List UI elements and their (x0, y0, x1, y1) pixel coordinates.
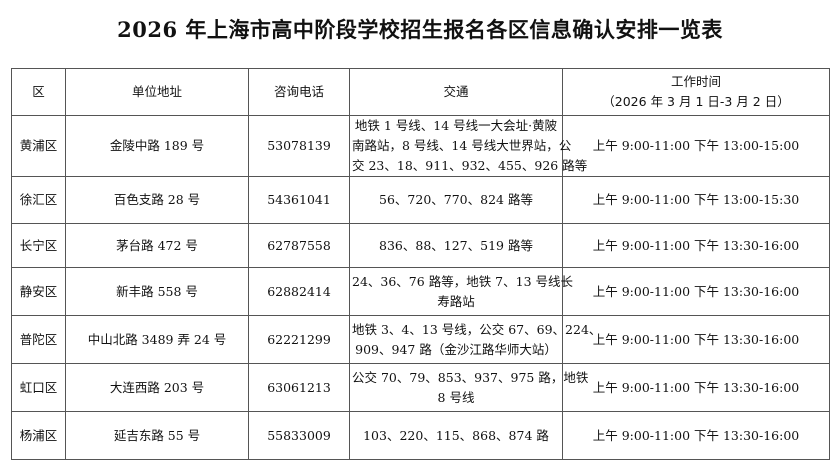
phone-cell: 63061213 (248, 363, 350, 412)
transit-cell: 24、36、76 路等，地铁 7、13 号线长寿路站 (349, 267, 573, 316)
district-cell: 长宁区 (11, 223, 66, 268)
transit-cell: 56、720、770、824 路等 (349, 176, 563, 224)
address-cell: 金陵中路 189 号 (65, 115, 249, 177)
district-cell: 杨浦区 (11, 411, 66, 460)
transit-line: 南路站，8 号线、14 号线大世界站，公 (352, 138, 572, 153)
transit-line: 24、36、76 路等，地铁 7、13 号线长 (352, 273, 573, 289)
table-row: 长宁区 茅台路 472 号 62787558 836、88、127、519 路等 上午 … (11, 223, 830, 268)
phone-cell: 62787558 (248, 223, 350, 268)
transit-cell: 地铁 1 号线、14 号线一大会址·黄陂 南路站，8 号线、14 号线大世界站，公… (349, 115, 588, 177)
table-row: 杨浦区 延吉东路 55 号 55833009 103、220、115、868、874 … (11, 411, 830, 460)
hours-cell: 上午 9:00-11:00 下午 13:30-16:00 (562, 411, 830, 460)
district-cell: 虹口区 (11, 363, 66, 412)
hours-cell: 上午 9:00-11:00 下午 13:00-15:00 (562, 115, 830, 177)
schedule-table: 区 单位地址 咨询电话 交通 工作时间 （2026 年 3 月 1 日-3 月 … (11, 68, 830, 460)
hours-cell: 上午 9:00-11:00 下午 13:30-16:00 (562, 223, 830, 268)
address-cell: 茅台路 472 号 (65, 223, 249, 268)
header-transit: 交通 (349, 68, 563, 116)
phone-cell: 55833009 (248, 411, 350, 460)
phone-cell: 54361041 (248, 176, 350, 224)
phone-cell: 53078139 (248, 115, 350, 177)
address-cell: 延吉东路 55 号 (65, 411, 249, 460)
transit-line: 8 号线 (437, 389, 475, 405)
hours-cell: 上午 9:00-11:00 下午 13:00-15:30 (562, 176, 830, 224)
address-cell: 百色支路 28 号 (65, 176, 249, 224)
header-district: 区 (11, 68, 66, 116)
transit-line: 909、947 路（金沙江路华师大站） (355, 341, 557, 357)
header-hours-title: 工作时间 (670, 74, 721, 89)
transit-cell: 地铁 3、4、13 号线，公交 67、69、224、 909、947 路（金沙江路… (349, 315, 602, 364)
address-cell: 中山北路 3489 弄 24 号 (65, 315, 249, 364)
hours-cell: 上午 9:00-11:00 下午 13:30-16:00 (562, 363, 830, 412)
transit-line: 56、720、770、824 路等 (379, 192, 533, 207)
table-row: 静安区 新丰路 558 号 62882414 24、36、76 路等，地铁 7、13 … (11, 267, 830, 316)
page-title: 2026 年上海市高中阶段学校招生报名各区信息确认安排一览表 (117, 17, 723, 42)
table-row: 普陀区 中山北路 3489 弄 24 号 62221299 地铁 3、4、13 号线，… (11, 315, 830, 364)
table-row: 徐汇区 百色支路 28 号 54361041 56、720、770、824 路等 上午 … (11, 176, 830, 224)
hours-cell: 上午 9:00-11:00 下午 13:30-16:00 (562, 267, 830, 316)
district-cell: 黄浦区 (11, 115, 66, 177)
table-row: 黄浦区 金陵中路 189 号 53078139 地铁 1 号线、14 号线一大会址·黄… (11, 115, 830, 177)
transit-line: 地铁 3、4、13 号线，公交 67、69、224、 (352, 321, 602, 337)
transit-line: 寿路站 (437, 293, 475, 309)
transit-line: 地铁 1 号线、14 号线一大会址·黄陂 (354, 118, 558, 133)
table-row: 虹口区 大连西路 203 号 63061213 公交 70、79、853、937、97… (11, 363, 830, 412)
address-cell: 大连西路 203 号 (65, 363, 249, 412)
transit-line: 公交 70、79、853、937、975 路，地铁 (352, 369, 589, 385)
header-row: 区 单位地址 咨询电话 交通 工作时间 （2026 年 3 月 1 日-3 月 … (11, 68, 830, 116)
header-hours-dates: （2026 年 3 月 1 日-3 月 2 日） (602, 94, 790, 109)
phone-cell: 62882414 (248, 267, 350, 316)
phone-cell: 62221299 (248, 315, 350, 364)
district-cell: 普陀区 (11, 315, 66, 364)
district-cell: 静安区 (11, 267, 66, 316)
header-address: 单位地址 (65, 68, 249, 116)
transit-cell: 836、88、127、519 路等 (349, 223, 563, 268)
transit-cell: 公交 70、79、853、937、975 路，地铁 8 号线 (349, 363, 589, 412)
transit-cell: 103、220、115、868、874 路 (349, 411, 563, 460)
transit-line: 103、220、115、868、874 路 (363, 427, 549, 443)
hours-cell: 上午 9:00-11:00 下午 13:30-16:00 (562, 315, 830, 364)
transit-line: 836、88、127、519 路等 (379, 237, 533, 253)
header-phone: 咨询电话 (248, 68, 350, 116)
transit-line: 交 23、18、911、932、455、926 路等 (352, 158, 588, 173)
address-cell: 新丰路 558 号 (65, 267, 249, 316)
header-hours: 工作时间 （2026 年 3 月 1 日-3 月 2 日） (562, 68, 830, 116)
district-cell: 徐汇区 (11, 176, 66, 224)
